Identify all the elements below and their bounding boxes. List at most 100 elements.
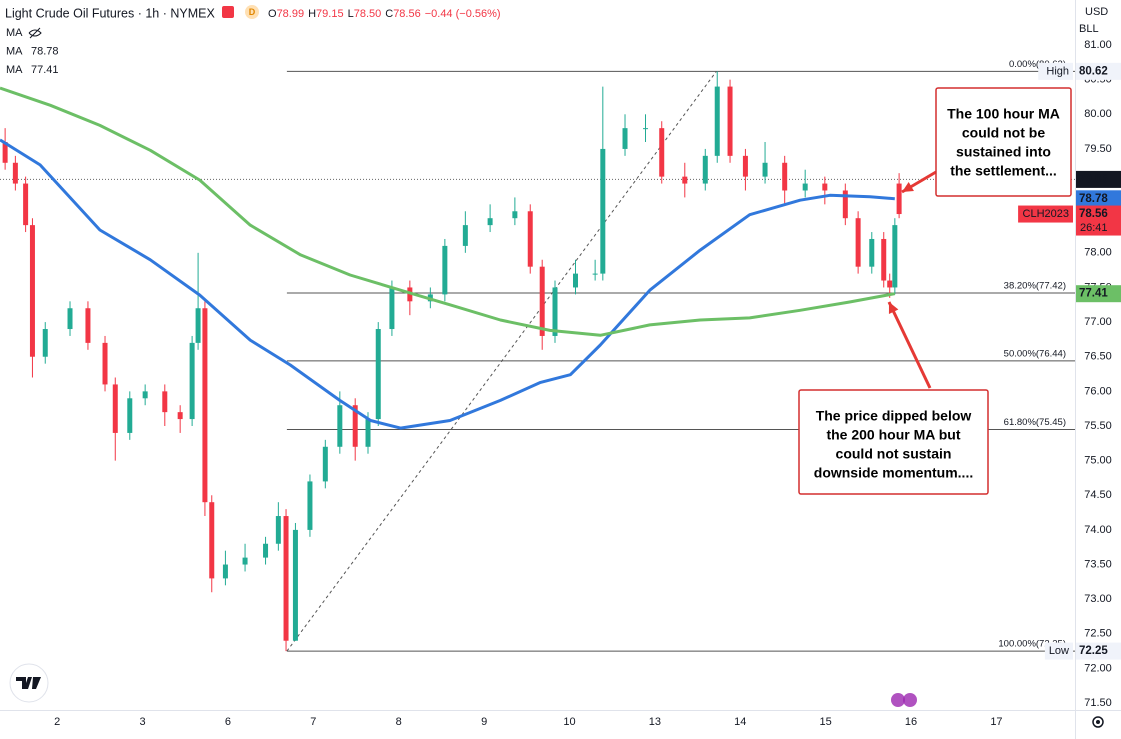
candle-body [195,308,201,343]
annotation-text: downside momentum.... [814,465,973,481]
annotation-text: the 200 hour MA but [826,427,960,443]
axes: 23678910131415161781.0080.5080.0079.5079… [54,39,1121,728]
annotation-text: the settlement... [950,163,1057,179]
candle-body [600,148,606,274]
candle-body [892,225,898,288]
y-tick-label: 74.50 [1084,489,1112,501]
candle-body [352,405,358,447]
candle-body [42,329,48,357]
price-tag: Low [1049,645,1069,657]
candle-body [292,529,298,641]
plot-area: 0.00%(80.62) 38.20%(77.42) 50.00%(76.44) 61… [0,59,1075,652]
x-tick-label: 7 [310,716,316,728]
quote-key: L [348,8,354,20]
fib-label: 38.20%(77.42) [1004,281,1066,292]
candle-body [539,266,545,336]
annotation-arrowhead [888,302,899,314]
price-tag-bg [1038,62,1073,80]
y-tick-label: 72.00 [1084,662,1112,674]
annotation-text: The price dipped below [816,408,972,424]
candle-body [189,342,195,420]
price-badge [1076,62,1121,80]
moving-average-line [0,86,896,337]
candle-body [622,128,628,149]
candle-body [112,384,118,433]
price-tag-bg [1044,642,1073,660]
candle-body [29,225,35,357]
candle-body [462,225,468,246]
ma-legend-name[interactable]: MA [6,27,23,39]
price-badge [1076,205,1121,236]
candle-body [869,238,875,267]
annotation-text: The 100 hour MA [947,106,1060,122]
candle-body [202,308,208,503]
candle-body [855,218,861,267]
y-tick-label: 71.50 [1084,697,1112,709]
x-tick-label: 14 [734,716,746,728]
quote-change: −0.44 (−0.56%) [425,8,501,20]
price-badge-value: 78.56 [1079,208,1108,220]
chart-title: Light Crude Oil Futures · 1h · NYMEX [5,6,215,20]
candle-body [365,419,371,447]
candle-body [659,128,665,177]
x-tick-label: 9 [481,716,487,728]
candle-body [822,183,828,191]
candle-body [742,155,748,177]
price-badge [1076,190,1121,208]
fib-label: 100.00%(72.25) [998,639,1066,650]
ma-legend-value: 78.78 [31,45,59,57]
logo [9,663,49,703]
price-tag: CLH2023 [1023,208,1069,220]
x-tick-label: 15 [820,716,832,728]
price-tag: High [1046,65,1069,77]
y-tick-label: 79.50 [1084,143,1112,155]
candle-body [23,183,29,226]
ma-legend-name[interactable]: MA [6,45,23,57]
candle-body [572,273,578,288]
market-status-icon [222,6,234,18]
ma-legend-name[interactable]: MA [6,64,23,76]
candle-body [702,155,708,184]
x-tick-label: 17 [990,716,1002,728]
x-tick-label: 3 [140,716,146,728]
candle-body [881,238,887,281]
annotation-arrow [887,301,932,389]
candle-body [102,342,108,385]
delayed-icon [245,5,259,19]
y-tick-label: 73.50 [1084,558,1112,570]
annotation-text: could not sustain [836,446,952,462]
x-tick-label: 6 [225,716,231,728]
y-tick-label: 73.00 [1084,593,1112,605]
candle-body [177,412,183,420]
y-tick-label: 77.00 [1084,316,1112,328]
replay-icon[interactable] [891,693,917,707]
candle-body [552,287,558,336]
candle-body [714,86,720,156]
settings-icon[interactable] [1092,716,1104,728]
candle-body [487,218,493,226]
quote-key: O [268,8,277,20]
unit[interactable]: BLL [1079,23,1099,35]
ma-legend-value: 77.41 [31,64,59,76]
candle-body [512,211,518,219]
candle-body [275,516,281,544]
trend-line [286,71,717,652]
candle-body [782,162,788,191]
annotation-box [935,87,1072,197]
ma-legend-bg [2,43,62,60]
annotation-arrowhead [902,182,914,192]
annotation-box [798,389,989,495]
price-badge [1076,170,1121,188]
price-badge-value: 72.25 [1079,645,1108,657]
quote-value: 79.15 [316,8,344,20]
quote-value: 78.56 [393,8,421,20]
y-tick-label: 78.00 [1084,247,1112,259]
candle-body [222,564,228,579]
x-tick-label: 10 [563,716,575,728]
candle-body [283,516,289,641]
ma-legend-bg [2,62,62,78]
y-tick-label: 72.50 [1084,628,1112,640]
price-badge [1076,285,1121,303]
x-tick-label: 16 [905,716,917,728]
currency[interactable]: USD [1085,6,1108,18]
